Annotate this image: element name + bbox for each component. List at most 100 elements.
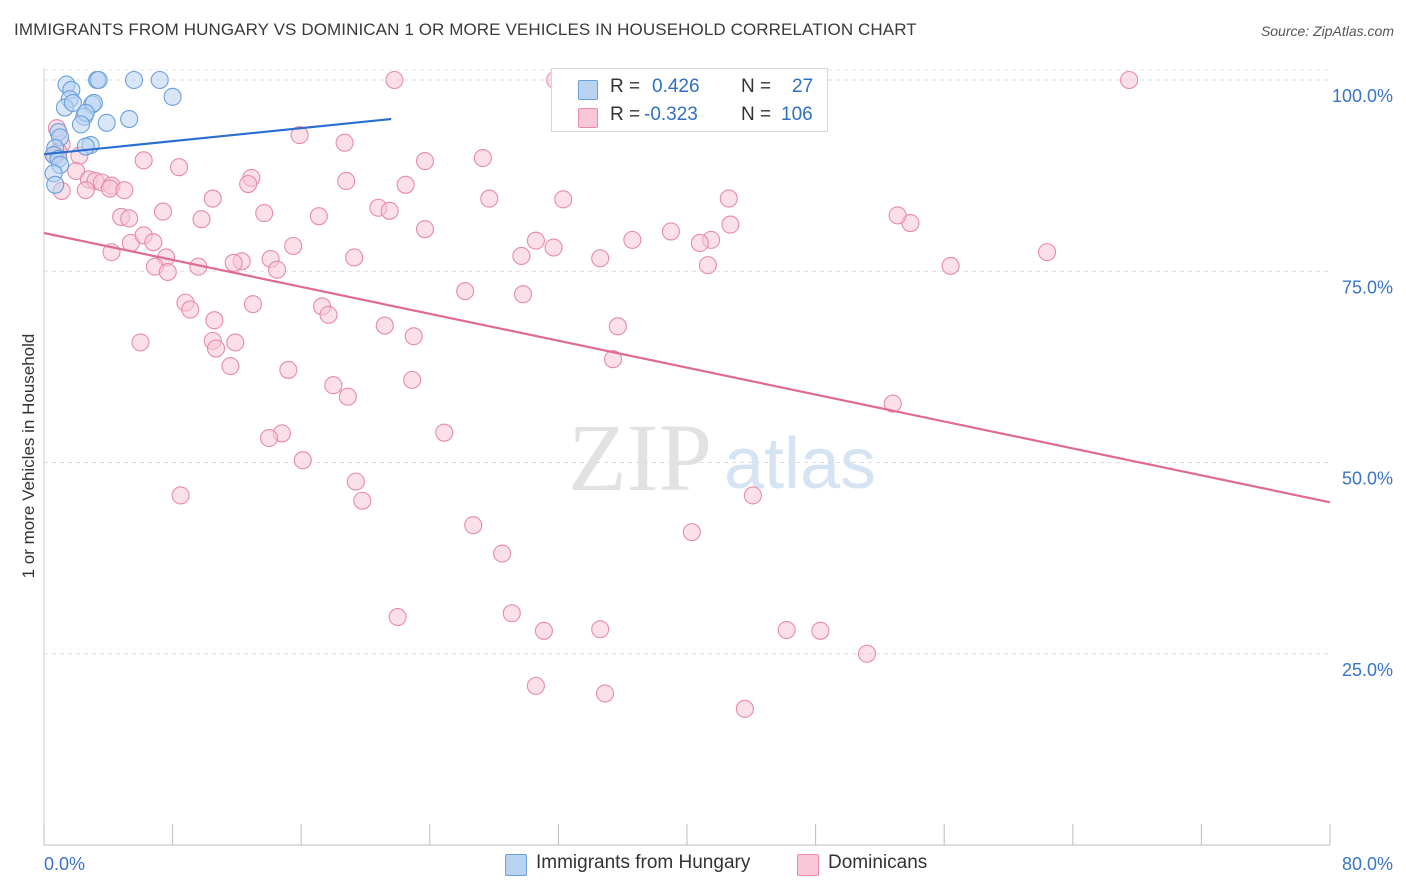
dominicans-point	[345, 248, 364, 267]
hungary-point	[76, 137, 95, 156]
dominicans-point	[388, 607, 407, 627]
legend-swatch-pink	[797, 854, 819, 876]
dominicans-point	[324, 376, 343, 395]
dominicans-point	[735, 699, 754, 718]
legend-label-dominicans: Dominicans	[828, 852, 928, 873]
dominicans-point	[435, 423, 454, 442]
dominicans-point	[192, 210, 211, 229]
dominicans-point	[721, 215, 740, 234]
x-tick-label-max: 80.0%	[1342, 854, 1393, 874]
dominicans-point	[456, 282, 475, 301]
dominicans-point	[221, 357, 240, 376]
dominicans-point	[1120, 70, 1139, 90]
dominicans-point	[120, 209, 139, 228]
legend-n-value: 106	[781, 104, 813, 125]
legend-r-label: R =	[610, 104, 641, 125]
correlation-legend: R = 0.426 N = 27 R = -0.323 N = 106	[551, 68, 828, 132]
hungary-point	[150, 70, 169, 90]
trend-lines	[43, 117, 1331, 504]
dominicans-point	[181, 300, 200, 319]
legend-n-value: 27	[792, 76, 814, 97]
hungary-point	[63, 93, 82, 112]
dominicans-point	[268, 260, 287, 279]
dominicans-point	[698, 256, 717, 275]
dominicans-point	[591, 620, 610, 639]
dominicans-point	[534, 621, 553, 640]
dominicans-point	[777, 620, 796, 640]
dominicans-point	[206, 339, 226, 358]
y-tick-label-75: 75.0%	[1342, 277, 1393, 297]
dominicans-point	[335, 133, 354, 152]
dominicans-point	[290, 126, 309, 145]
dominicans-point	[67, 161, 86, 181]
dominicans-point	[1038, 243, 1057, 262]
dominicans-point	[595, 684, 615, 703]
dominicans-point	[319, 305, 338, 324]
legend-swatch-blue	[505, 854, 527, 876]
axes	[43, 68, 1331, 846]
dominicans-point	[690, 233, 709, 252]
y-tick-label-50: 50.0%	[1342, 469, 1393, 489]
dominicans-point	[473, 148, 492, 168]
dominicans-point	[309, 207, 328, 226]
legend-n-label: N =	[741, 76, 772, 97]
legend-n-label: N =	[741, 104, 772, 125]
dominicans-point	[811, 621, 830, 640]
dominicans-point	[255, 204, 274, 223]
dominicans-point	[493, 544, 512, 563]
dominicans-point	[131, 333, 150, 352]
hungary-point	[124, 70, 144, 90]
dominicans-point	[239, 174, 258, 194]
dominicans-point	[224, 253, 243, 272]
legend-label-hungary: Immigrants from Hungary	[536, 852, 751, 873]
dominicans-point	[353, 491, 372, 510]
hungary-point	[97, 113, 116, 132]
dominicans-trend-line	[43, 231, 1331, 504]
data-points	[44, 70, 1139, 718]
legend-r-label: R =	[610, 76, 641, 97]
dominicans-point	[153, 202, 173, 221]
dominicans-point	[415, 152, 435, 171]
dominicans-point	[76, 181, 95, 200]
dominicans-point	[385, 70, 404, 90]
dominicans-point	[279, 360, 298, 379]
y-tick-label-100: 100.0%	[1332, 86, 1393, 106]
dominicans-point	[526, 231, 545, 250]
hungary-point	[120, 109, 139, 129]
dominicans-point	[380, 201, 399, 220]
dominicans-point	[243, 295, 263, 314]
hungary-trend-line	[43, 117, 392, 156]
dominicans-point	[682, 523, 701, 542]
dominicans-point	[623, 230, 642, 249]
dominicans-point	[502, 604, 521, 623]
dominicans-point	[857, 644, 877, 663]
dominicans-point	[144, 233, 163, 252]
dominicans-point	[941, 256, 960, 275]
dominicans-point	[115, 181, 134, 200]
dominicans-point	[158, 262, 177, 282]
dominicans-point	[169, 158, 189, 177]
series-legend: Immigrants from Hungary Dominicans	[0, 852, 1406, 878]
legend-r-value: 0.426	[652, 76, 700, 97]
dominicans-point	[403, 370, 422, 389]
watermark: ZIP atlas	[568, 404, 876, 511]
watermark-zip: ZIP	[568, 404, 712, 511]
hungary-point	[46, 175, 65, 194]
dominicans-point	[337, 171, 356, 191]
dominicans-point	[480, 189, 499, 208]
chart-title: IMMIGRANTS FROM HUNGARY VS DOMINICAN 1 O…	[14, 20, 917, 39]
dominicans-point	[464, 516, 483, 535]
dominicans-point	[226, 333, 245, 352]
dominicans-point	[554, 190, 573, 209]
dominicans-point	[608, 317, 627, 336]
x-tick-label-min: 0.0%	[44, 854, 85, 874]
dominicans-point	[171, 486, 190, 505]
y-tick-label-25: 25.0%	[1342, 660, 1393, 680]
dominicans-point	[883, 394, 902, 413]
source-label: Source: ZipAtlas.com	[1260, 23, 1394, 39]
dominicans-point	[604, 350, 623, 369]
dominicans-point	[346, 472, 365, 491]
dominicans-point	[134, 151, 153, 170]
hungary-point	[89, 70, 108, 90]
